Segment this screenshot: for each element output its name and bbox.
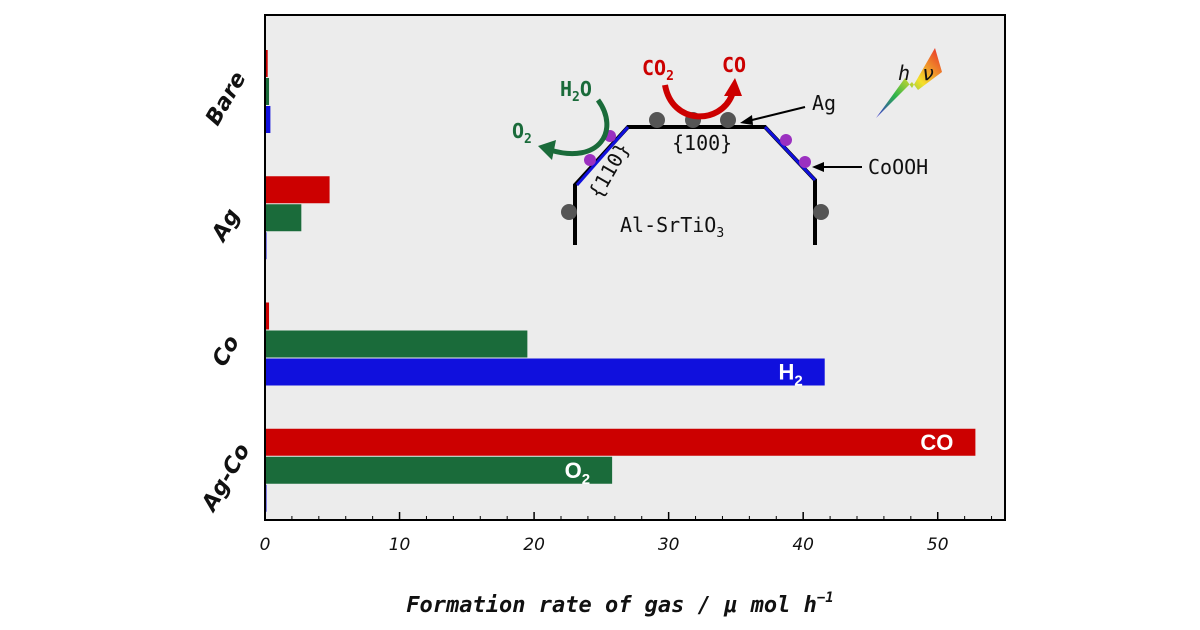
ag-label: Ag [812,91,836,115]
bar-o2-bare [265,78,270,105]
cooh-particle [780,134,792,146]
ag-pointer-head [740,115,753,125]
category-label: Ag [206,205,245,248]
bar-h2-co [265,358,825,386]
ag-particle [649,112,665,128]
co2-to-co-arrow [662,84,735,120]
series-label-co: CO [920,430,953,455]
x-tick-label: 40 [792,535,814,555]
ag-particle [813,204,829,220]
co2-label: CO2 [642,56,674,84]
h2o-to-o2-arrowhead [538,140,556,160]
x-axis-title: Formation rate of gas / μ mol h−1 [406,590,833,618]
category-label: Co [208,331,245,371]
ag-particle [561,204,577,220]
x-tick-label: 20 [523,535,545,555]
co2-to-co-arrowhead [724,78,742,96]
x-tick-label: 0 [260,535,271,555]
ag-particle [720,112,736,128]
x-axis-title-text: Formation rate of gas / μ mol h [406,593,817,618]
bar-o2-ag-co [265,456,613,484]
facet-110-left-line [575,126,630,186]
bar-o2-co [265,330,528,358]
mechanism-inset: H2O O2 CO2 CO Ag {100} {110} CoOOH Al-Sr… [512,48,942,245]
x-axis-title-superscript: −1 [817,590,834,606]
light-bolt-icon [876,48,942,118]
x-tick-label: 10 [389,535,411,555]
series-label-h2: H2 [778,360,802,390]
bar-o2-ag [265,204,302,232]
bar-labels-layer: CO O2 H2 [565,360,954,488]
category-label: Bare [201,68,251,130]
cooh-label: CoOOH [868,155,928,179]
bar-co-co [265,302,270,330]
cooh-particle [799,156,811,168]
cooh-pointer-head [812,162,824,172]
bar-co-ag-co [265,428,976,456]
facet-100-label: {100} [672,131,732,155]
y-axis: Bare Ag Co Ag-Co [196,68,255,518]
h2o-to-o2-arrow [549,98,610,157]
h2o-label: H2O [560,77,592,105]
co-label: CO [722,53,746,77]
x-axis: 0 10 20 30 40 50 [260,512,993,555]
x-tick-label: 50 [927,535,949,555]
ag-pointer-line [747,106,806,122]
o2-label: O2 [512,119,532,147]
bar-co-ag [265,176,330,204]
light-label: h ν [898,61,934,85]
x-tick-label: 30 [658,535,680,555]
series-label-o2: O2 [565,458,590,488]
crystal-label: Al-SrTiO3 [620,213,724,241]
facet-110-right-line [763,125,817,182]
category-label: Ag-Co [196,440,255,518]
bar-h2-bare [265,106,271,133]
cooh-particle [584,154,596,166]
bar-co-bare [265,50,268,77]
bars-layer [265,50,976,512]
